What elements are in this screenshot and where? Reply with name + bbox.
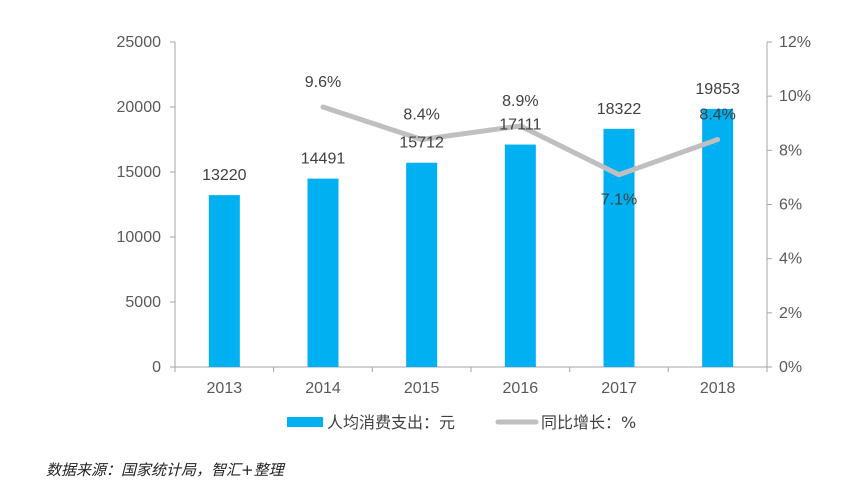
bar — [208, 195, 240, 367]
x-tick-label: 2016 — [503, 380, 539, 397]
line-data-label: 7.1% — [601, 192, 637, 209]
left-tick-label: 0 — [152, 359, 161, 376]
bar — [307, 178, 339, 367]
right-tick-label: 8% — [779, 142, 802, 159]
left-tick-label: 20000 — [117, 99, 162, 116]
bar — [406, 162, 438, 367]
line-data-label: 9.6% — [305, 74, 341, 91]
line-data-label: 8.9% — [502, 93, 538, 110]
x-tick-label: 2014 — [305, 380, 341, 397]
left-tick-label: 25000 — [117, 34, 162, 51]
x-tick-label: 2015 — [404, 380, 440, 397]
bar-data-label: 14491 — [301, 151, 346, 168]
legend-bar-swatch — [287, 417, 323, 427]
x-tick-label: 2018 — [700, 380, 736, 397]
bar — [603, 128, 635, 367]
left-tick-label: 10000 — [117, 229, 162, 246]
x-tick-label: 2013 — [207, 380, 243, 397]
right-tick-label: 12% — [779, 34, 811, 51]
bar-data-label: 17111 — [499, 117, 541, 134]
legend-line-label: 同比增长：% — [541, 413, 636, 432]
bar — [504, 144, 536, 367]
bar-data-label: 18322 — [597, 101, 642, 118]
right-tick-label: 2% — [779, 305, 802, 322]
right-tick-label: 0% — [779, 359, 802, 376]
source-note: 数据来源：国家统计局，智汇+整理 — [46, 461, 284, 479]
right-tick-label: 4% — [779, 251, 802, 268]
right-tick-label: 6% — [779, 197, 802, 214]
bar-data-label: 19853 — [695, 81, 740, 98]
growth-line — [320, 104, 721, 178]
legend-bar-label: 人均消费支出：元 — [327, 413, 455, 432]
line-data-label: 8.4% — [403, 107, 439, 124]
x-tick-label: 2017 — [601, 380, 637, 397]
left-tick-label: 5000 — [125, 294, 161, 311]
bar — [702, 108, 734, 367]
right-tick-label: 10% — [779, 88, 811, 105]
bar-data-label: 13220 — [202, 167, 247, 184]
left-tick-label: 15000 — [117, 164, 162, 181]
line-data-label: 8.4% — [699, 107, 735, 124]
bar-data-label: 15712 — [399, 135, 444, 152]
